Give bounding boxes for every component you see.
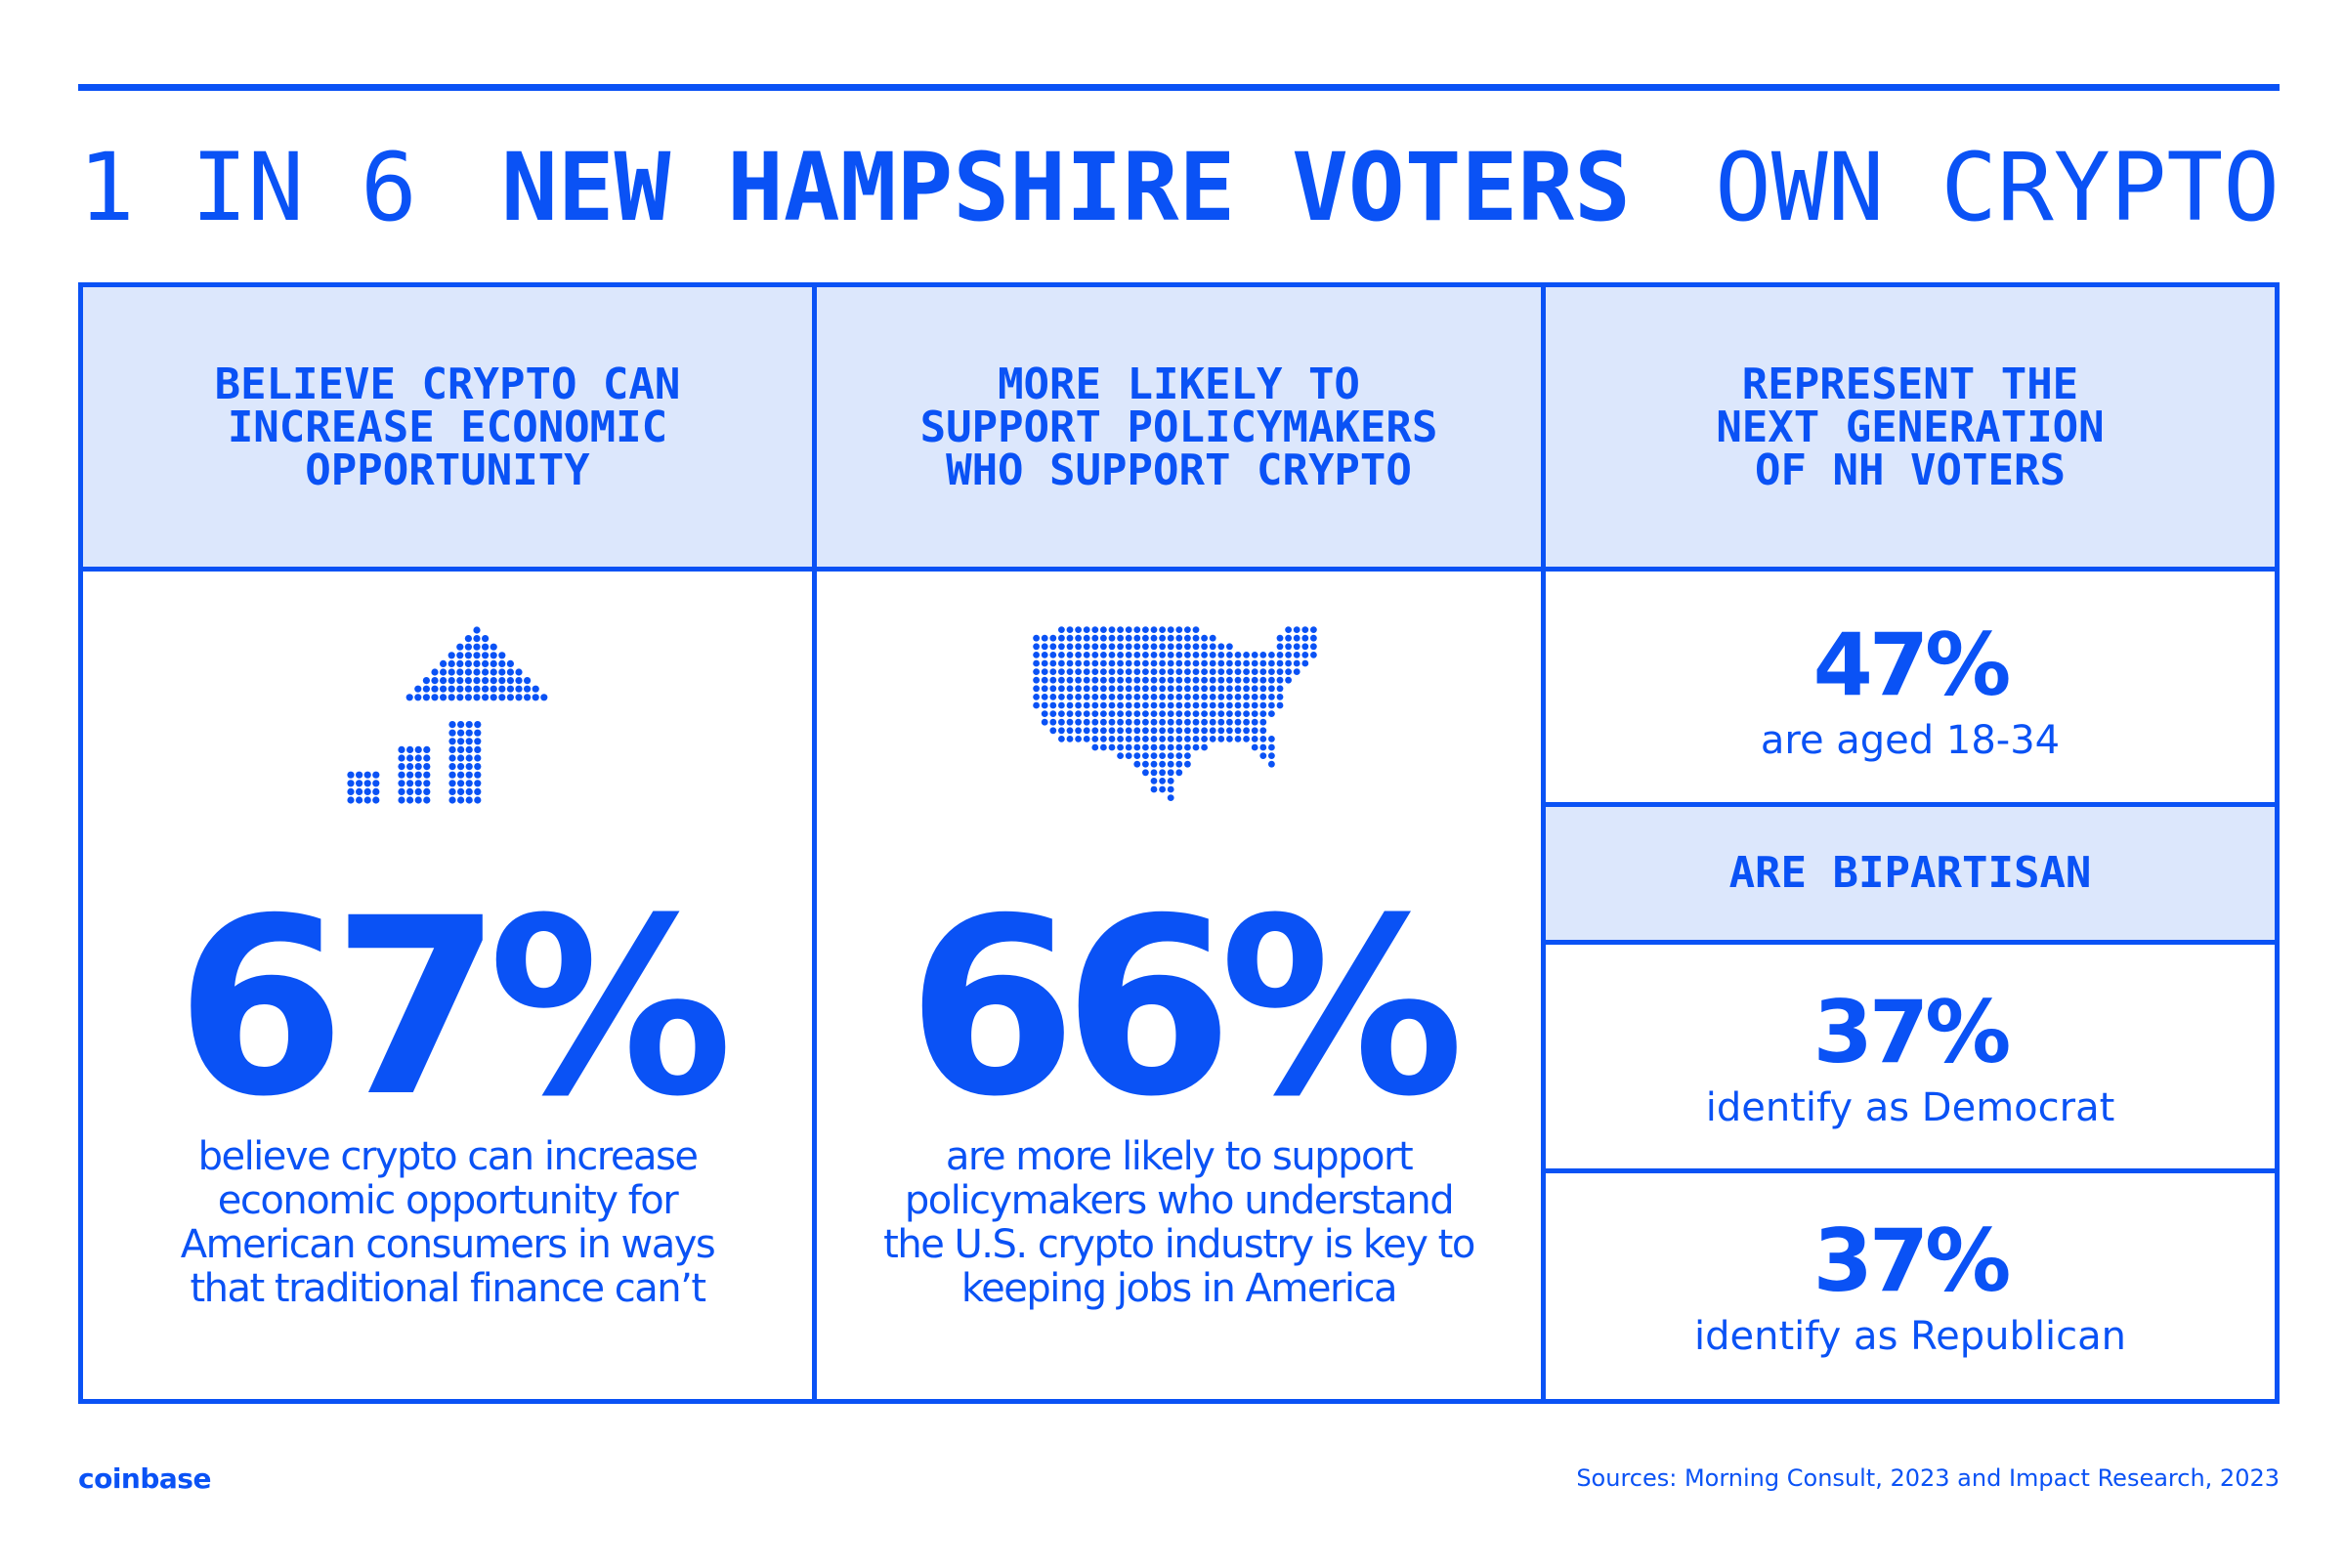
divider bbox=[78, 567, 2280, 572]
divider bbox=[1541, 1168, 2280, 1173]
header-policymakers: MORE LIKELY TO SUPPORT POLICYMAKERS WHO … bbox=[817, 287, 1541, 569]
us-map-icon bbox=[1033, 626, 1317, 801]
page-title: 1 IN 6 NEW HAMPSHIRE VOTERS OWN CRYPTO bbox=[78, 129, 2280, 246]
coinbase-logo: coinbase bbox=[78, 1462, 211, 1495]
stat-label-age: are aged 18-34 bbox=[1760, 718, 2061, 763]
divider bbox=[1541, 940, 2280, 945]
stat-value-66: 66% bbox=[907, 866, 1464, 1150]
stat-democrat: 37% identify as Democrat bbox=[1546, 945, 2275, 1168]
headline-predicate: OWN CRYPTO bbox=[1715, 133, 2280, 242]
stat-republican: 37% identify as Republican bbox=[1546, 1173, 2275, 1399]
stat-description-economic: believe crypto can increase economic opp… bbox=[180, 1134, 716, 1311]
header-bipartisan: ARE BIPARTISAN bbox=[1546, 807, 2275, 940]
header-economic-opportunity: BELIEVE CRYPTO CAN INCREASE ECONOMIC OPP… bbox=[83, 287, 812, 569]
stat-age: 47% are aged 18-34 bbox=[1546, 572, 2275, 802]
headline-subject: NEW HAMPSHIRE VOTERS bbox=[500, 133, 1631, 242]
stat-value-67: 67% bbox=[175, 866, 733, 1150]
header-next-generation: REPRESENT THE NEXT GENERATION OF NH VOTE… bbox=[1546, 287, 2275, 569]
headline-ratio: 1 IN 6 bbox=[78, 133, 417, 242]
stat-value-47: 47% bbox=[1812, 614, 2012, 715]
stat-panel-policymakers: 66% are more likely to support policymak… bbox=[817, 572, 1541, 1399]
divider bbox=[1541, 282, 1546, 1404]
stat-description-policymakers: are more likely to support policymakers … bbox=[883, 1134, 1475, 1311]
stat-value-democrat: 37% bbox=[1812, 982, 2012, 1082]
infographic-grid bbox=[78, 282, 2280, 1404]
rising-bars-arrow-icon bbox=[347, 626, 548, 804]
stat-label-republican: identify as Republican bbox=[1694, 1314, 2126, 1359]
top-rule bbox=[78, 84, 2280, 91]
sources-note: Sources: Morning Consult, 2023 and Impac… bbox=[1576, 1464, 2280, 1492]
stat-value-republican: 37% bbox=[1812, 1210, 2012, 1311]
stat-label-democrat: identify as Democrat bbox=[1705, 1085, 2115, 1130]
stat-panel-economic: 67% believe crypto can increase economic… bbox=[83, 572, 812, 1399]
divider bbox=[812, 282, 817, 1404]
divider bbox=[1541, 802, 2280, 807]
